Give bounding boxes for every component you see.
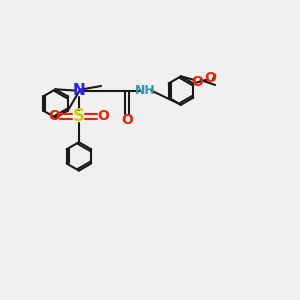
Text: NH: NH (135, 84, 156, 97)
Text: O: O (204, 71, 216, 85)
Text: O: O (48, 110, 60, 123)
Text: O: O (121, 113, 133, 127)
Text: O: O (192, 74, 203, 88)
Text: O: O (98, 110, 109, 123)
Text: N: N (73, 83, 85, 98)
Text: S: S (73, 107, 85, 125)
